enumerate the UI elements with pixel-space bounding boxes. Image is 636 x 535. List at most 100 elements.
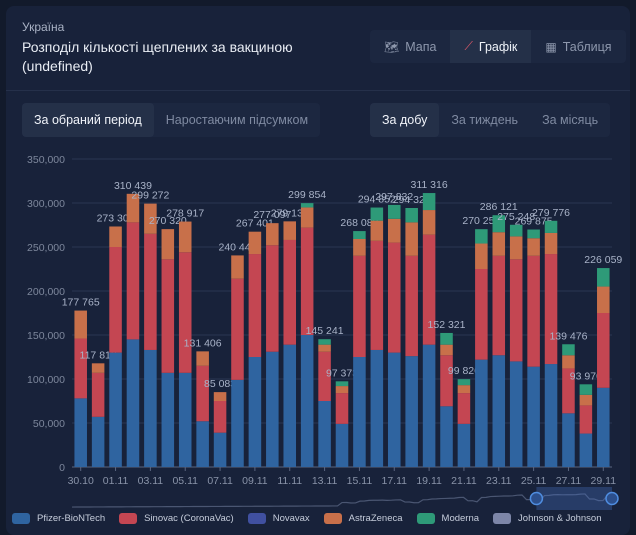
bar-total-label: 294 320 <box>393 194 431 206</box>
bar-segment <box>283 239 297 345</box>
bar-segment <box>248 254 262 357</box>
bar-segment <box>597 313 610 388</box>
legend-item-novavax[interactable]: Novavax <box>247 513 310 524</box>
bar-total-label: 117 818 <box>80 349 117 361</box>
legend-swatch <box>416 513 435 524</box>
x-tick-label: 17.11 <box>382 475 408 487</box>
bar-segment <box>196 351 209 366</box>
legend-item-sinovac[interactable]: Sinovac (CoronaVac) <box>119 513 234 524</box>
y-tick-label: 350,000 <box>27 154 65 166</box>
x-tick-label: 27.11 <box>556 475 582 487</box>
bar-segment <box>74 398 87 467</box>
legend-label: Moderna <box>441 513 480 524</box>
bar-total-label: 85 083 <box>204 378 236 390</box>
x-tick-label: 09.11 <box>242 475 268 487</box>
zoom-window[interactable] <box>536 487 612 510</box>
bar-segment <box>457 379 471 386</box>
bar-segment <box>387 352 401 467</box>
bar-segment <box>370 207 384 221</box>
bar-segment <box>440 406 453 467</box>
bar-segment <box>370 220 384 241</box>
bar-total-label: 275 248 <box>497 211 535 223</box>
bar-segment <box>161 259 175 373</box>
bar-segment <box>161 229 175 260</box>
bar-total-label: 97 373 <box>326 367 358 379</box>
bar-segment <box>492 232 506 256</box>
bar-segment <box>318 401 331 467</box>
bar-segment <box>475 269 488 360</box>
bar-total-label: 270 320 <box>149 215 187 227</box>
bar-segment <box>300 227 314 335</box>
bar-segment <box>74 310 87 339</box>
tab-monthly[interactable]: За місяць <box>542 113 599 127</box>
bar-segment <box>544 232 558 255</box>
bar-total-label: 310 439 <box>114 180 152 192</box>
tab-selected-period[interactable]: За обраний період <box>22 103 154 137</box>
x-tick-label: 11.11 <box>277 475 302 487</box>
bar-segment <box>91 416 105 467</box>
bar-segment <box>91 372 105 417</box>
bar-total-label: 269 875 <box>515 216 553 228</box>
bar-segment <box>318 339 331 345</box>
bar-total-label: 299 272 <box>131 190 169 202</box>
card-header: Україна Розподіл кількості щеплених за в… <box>6 6 630 91</box>
bar-segment <box>266 351 279 467</box>
legend-label: Sinovac (CoronaVac) <box>144 513 234 524</box>
bar-segment <box>509 361 523 467</box>
bar-segment <box>196 421 209 467</box>
bar-segment <box>300 207 314 228</box>
bar-segment <box>231 278 244 380</box>
bar-segment <box>440 332 453 345</box>
line-chart-icon: ⟋ <box>464 39 473 53</box>
bar-segment <box>318 351 331 401</box>
bar-total-label: 139 476 <box>549 330 587 342</box>
bar-segment <box>597 268 610 287</box>
bar-segment <box>126 339 140 467</box>
bar-segment <box>300 203 314 208</box>
bar-segment <box>544 364 558 467</box>
zoom-handle-left[interactable] <box>529 491 544 506</box>
legend-item-pfizer[interactable]: Pfizer-BioNTech <box>12 513 105 524</box>
zoom-handle-right[interactable] <box>605 491 619 506</box>
bar-segment <box>335 393 349 424</box>
bar-segment <box>597 286 610 313</box>
tab-cumulative[interactable]: Наростаючим підсумком <box>165 113 309 127</box>
bar-total-label: 311 316 <box>411 179 448 191</box>
x-tick-label: 23.11 <box>486 475 512 487</box>
bar-total-label: 268 088 <box>340 217 378 229</box>
y-tick-label: 100,000 <box>27 374 65 386</box>
bar-segment <box>248 357 262 467</box>
view-tabs: 🗺 Мапа ⟋ Графік ▦ Таблиця <box>370 30 626 63</box>
bar-segment <box>509 259 523 362</box>
bar-segment <box>213 401 227 433</box>
tab-chart-label: Графік <box>478 39 518 54</box>
bar-segment <box>387 204 401 219</box>
tab-table[interactable]: ▦ Таблиця <box>531 30 625 63</box>
tab-daily[interactable]: За добу <box>370 103 440 137</box>
bar-segment <box>544 220 558 233</box>
legend-item-moderna[interactable]: Moderna <box>416 513 480 524</box>
bar-segment <box>126 193 140 223</box>
region-label: Україна <box>22 20 65 34</box>
tab-weekly[interactable]: За тиждень <box>451 113 519 127</box>
bar-segment <box>405 255 418 357</box>
x-tick-label: 29.11 <box>591 475 617 487</box>
bar-segment <box>527 255 540 367</box>
tab-chart[interactable]: ⟋ Графік <box>450 30 532 63</box>
legend-swatch <box>247 513 266 524</box>
x-tick-label: 01.11 <box>103 475 129 487</box>
bar-segment <box>370 349 384 467</box>
bar-segment <box>91 363 105 373</box>
tab-map-label: Мапа <box>405 39 437 54</box>
tab-map[interactable]: 🗺 Мапа <box>370 30 450 63</box>
bar-segment <box>178 372 192 467</box>
bar-total-label: 152 321 <box>428 319 466 331</box>
legend-item-astrazeneca[interactable]: AstraZeneca <box>323 513 403 524</box>
legend-item-johnson[interactable]: Johnson & Johnson <box>493 513 602 524</box>
bar-segment <box>178 252 192 373</box>
bar-segment <box>74 338 87 399</box>
bar-segment <box>248 231 262 255</box>
x-tick-label: 21.11 <box>451 475 477 487</box>
bar-total-label: 279 136 <box>271 207 309 219</box>
